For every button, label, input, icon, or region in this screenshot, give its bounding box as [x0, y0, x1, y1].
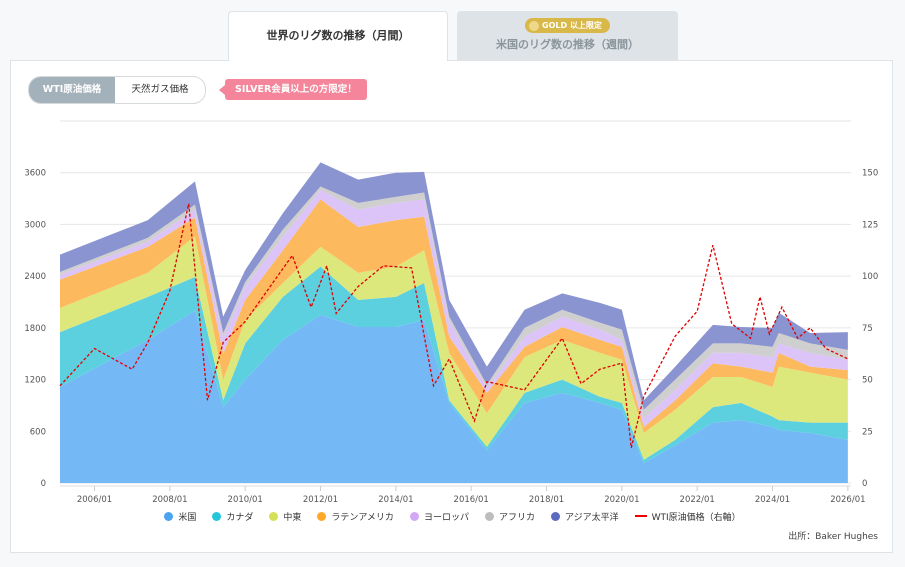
legend-label: WTI原油価格（右軸）: [651, 513, 741, 523]
toggle-wti[interactable]: WTI原油価格: [29, 77, 115, 103]
legend-label: ラテンアメリカ: [331, 513, 394, 523]
y-left-tick-label: 1200: [24, 376, 46, 386]
x-tick-label: 2018/01: [529, 495, 564, 505]
wti-price-line: [59, 203, 849, 448]
legend-label: アフリカ: [498, 513, 535, 523]
x-tick-label: 2008/01: [152, 495, 187, 505]
legend-item[interactable]: アフリカ: [484, 510, 535, 523]
y-right-tick-label: 100: [862, 272, 878, 282]
x-tick-label: 2022/01: [680, 495, 715, 505]
x-tick-label: 2014/01: [378, 495, 413, 505]
legend-dot-icon: [317, 512, 327, 521]
legend-item[interactable]: アジア太平洋: [550, 510, 619, 523]
y-left-tick-label: 2400: [24, 272, 46, 282]
tab-us-rig-count-weekly[interactable]: GOLD 以上限定 米国のリグ数の推移（週間）: [457, 11, 678, 60]
y-right-tick-label: 75: [862, 324, 873, 334]
area-series-0: [60, 310, 848, 483]
y-right-tick-label: 125: [862, 220, 878, 230]
legend-label: ヨーロッパ: [423, 513, 469, 523]
gold-badge-label: GOLD 以上限定: [542, 21, 602, 30]
toggle-natural-gas[interactable]: 天然ガス価格: [131, 84, 189, 95]
gold-badge: GOLD 以上限定: [525, 18, 610, 33]
y-left-tick-label: 3000: [24, 220, 46, 230]
x-tick-label: 2006/01: [77, 495, 112, 505]
silver-members-badge: SILVER会員以上の方限定！: [219, 79, 367, 100]
x-tick-label: 2016/01: [454, 495, 489, 505]
coin-icon: [529, 20, 540, 31]
legend-dot-icon: [484, 512, 494, 521]
legend-item[interactable]: ラテンアメリカ: [317, 510, 394, 523]
legend-dash-icon: [634, 515, 647, 517]
legend-label: アジア太平洋: [564, 513, 619, 523]
x-tick-label: 2020/01: [604, 495, 639, 505]
y-right-tick-label: 25: [862, 427, 873, 437]
y-right-tick-label: 50: [862, 376, 873, 386]
x-tick-label: 2026/01: [830, 495, 865, 505]
legend-item[interactable]: WTI原油価格（右軸）: [634, 510, 741, 523]
tab-label: 米国のリグ数の推移（週間）: [496, 38, 639, 51]
y-left-tick-label: 3600: [24, 169, 46, 179]
legend-label: 米国: [178, 513, 197, 523]
source-note: 出所：Baker Hughes: [788, 532, 878, 542]
legend-label: 中東: [283, 513, 302, 523]
legend-dot-icon: [550, 512, 560, 521]
legend-item[interactable]: 中東: [269, 510, 301, 523]
legend-dot-icon: [409, 512, 419, 521]
x-tick-label: 2010/01: [228, 495, 263, 505]
price-toggle: WTI原油価格 天然ガス価格: [28, 76, 206, 104]
tab-world-rig-count-monthly[interactable]: 世界のリグ数の推移（月間）: [228, 11, 448, 61]
y-left-tick-label: 1800: [24, 324, 46, 334]
y-right-tick-label: 0: [862, 479, 867, 489]
legend-item[interactable]: ヨーロッパ: [409, 510, 469, 523]
x-tick-label: 2012/01: [303, 495, 338, 505]
legend-dot-icon: [164, 512, 174, 521]
legend-dot-icon: [212, 512, 222, 521]
y-left-tick-label: 600: [30, 427, 46, 437]
y-right-tick-label: 150: [862, 169, 878, 179]
legend-item[interactable]: カナダ: [212, 510, 253, 523]
tab-label: 世界のリグ数の推移（月間）: [266, 29, 410, 42]
legend-item[interactable]: 米国: [164, 510, 196, 523]
legend: 米国 カナダ 中東 ラテンアメリカ ヨーロッパ アフリカ アジア太平洋 WTI原油価格（右軸）: [0, 510, 905, 523]
y-left-tick-label: 0: [41, 479, 46, 489]
legend-dot-icon: [269, 512, 279, 521]
legend-label: カナダ: [226, 513, 254, 523]
x-tick-label: 2024/01: [755, 495, 790, 505]
